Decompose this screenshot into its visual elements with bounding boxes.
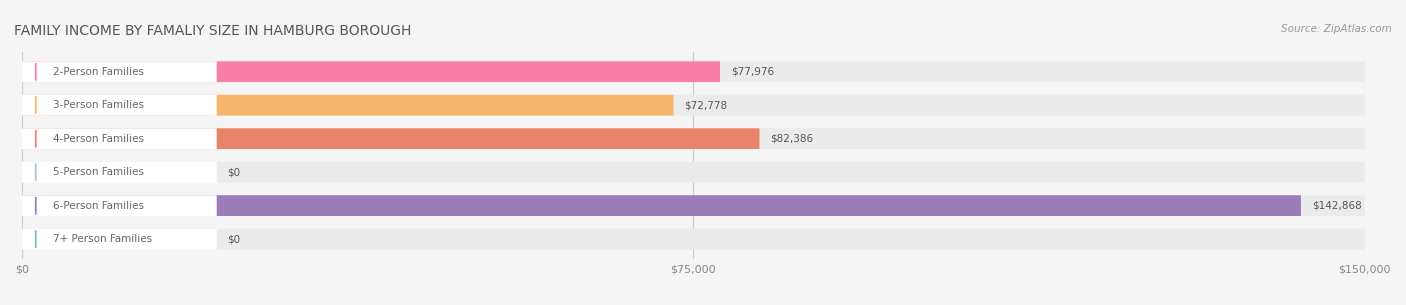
Text: Source: ZipAtlas.com: Source: ZipAtlas.com	[1281, 24, 1392, 34]
FancyBboxPatch shape	[22, 95, 217, 116]
FancyBboxPatch shape	[22, 61, 720, 82]
FancyBboxPatch shape	[22, 95, 1365, 116]
Text: 6-Person Families: 6-Person Families	[53, 201, 145, 211]
FancyBboxPatch shape	[22, 229, 217, 249]
FancyBboxPatch shape	[22, 195, 1365, 216]
Text: 2-Person Families: 2-Person Families	[53, 67, 145, 77]
Text: 5-Person Families: 5-Person Families	[53, 167, 145, 177]
FancyBboxPatch shape	[22, 61, 1365, 82]
Text: $0: $0	[228, 234, 240, 244]
FancyBboxPatch shape	[22, 162, 217, 182]
Text: 7+ Person Families: 7+ Person Families	[53, 234, 152, 244]
Text: $77,976: $77,976	[731, 67, 773, 77]
FancyBboxPatch shape	[22, 128, 217, 149]
FancyBboxPatch shape	[22, 61, 217, 82]
Text: $82,386: $82,386	[770, 134, 813, 144]
FancyBboxPatch shape	[22, 195, 1301, 216]
Text: FAMILY INCOME BY FAMALIY SIZE IN HAMBURG BOROUGH: FAMILY INCOME BY FAMALIY SIZE IN HAMBURG…	[14, 24, 412, 38]
FancyBboxPatch shape	[22, 95, 673, 116]
Text: $72,778: $72,778	[685, 100, 727, 110]
FancyBboxPatch shape	[22, 162, 1365, 182]
FancyBboxPatch shape	[22, 128, 1365, 149]
Text: $0: $0	[228, 167, 240, 177]
FancyBboxPatch shape	[22, 229, 1365, 249]
FancyBboxPatch shape	[22, 195, 217, 216]
Text: $142,868: $142,868	[1312, 201, 1361, 211]
FancyBboxPatch shape	[22, 128, 759, 149]
Text: 3-Person Families: 3-Person Families	[53, 100, 145, 110]
Text: 4-Person Families: 4-Person Families	[53, 134, 145, 144]
